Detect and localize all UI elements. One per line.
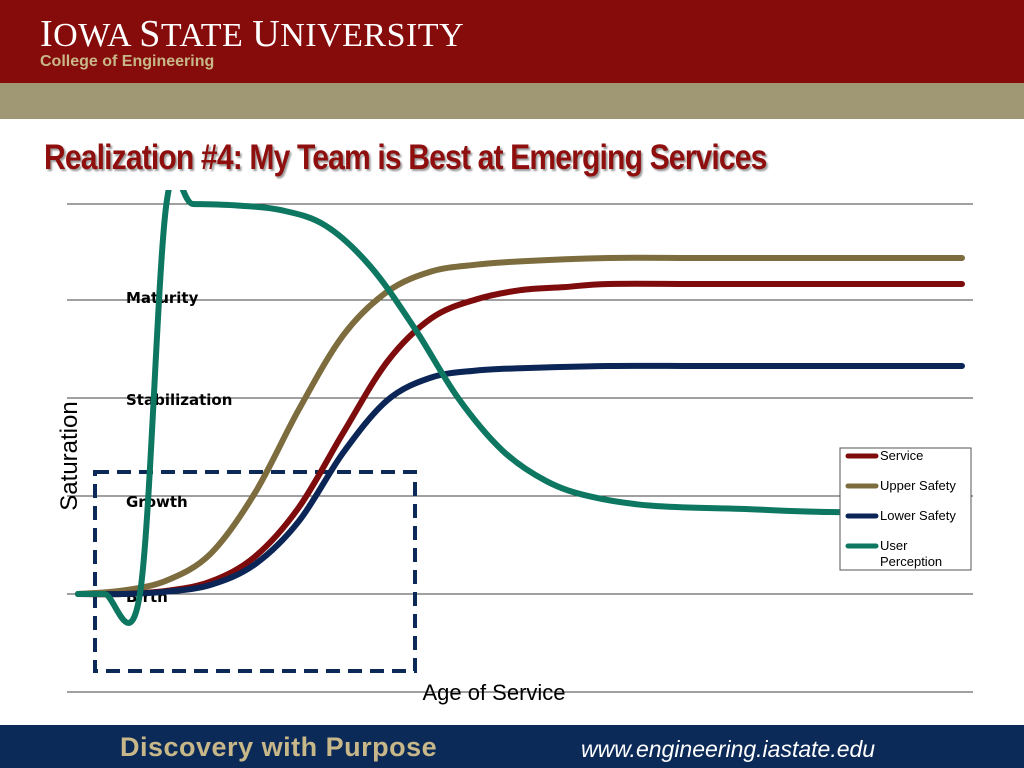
- footer-bar: [0, 725, 1024, 768]
- legend-label-service: Service: [880, 448, 923, 463]
- y-axis-label: Saturation: [56, 401, 83, 510]
- x-axis-label: Age of Service: [422, 680, 565, 705]
- slide-title: Realization #4: My Team is Best at Emerg…: [44, 138, 767, 177]
- footer-tagline: Discovery with Purpose: [120, 732, 438, 762]
- college-name: College of Engineering: [40, 53, 215, 70]
- header-stripe: [0, 83, 1024, 119]
- stage-label-growth: Growth: [126, 493, 188, 511]
- stage-label-maturity: Maturity: [126, 289, 199, 307]
- footer-website-link[interactable]: www.engineering.iastate.edu: [581, 736, 876, 762]
- legend-label-lower-safety: Lower Safety: [880, 508, 956, 523]
- legend-box: [839, 447, 972, 571]
- university-logo: IOWA STATE UNIVERSITY: [40, 13, 465, 55]
- series-line-lower-safety: [75, 362, 965, 598]
- header-bar: [0, 0, 1024, 83]
- legend-label-user-perception: User Perception: [880, 538, 942, 569]
- birth-growth-highlight-box: [93, 470, 417, 673]
- series-line-service: [75, 280, 965, 598]
- series-line-upper-safety: [75, 254, 965, 597]
- legend-label-upper-safety: Upper Safety: [880, 478, 956, 493]
- stage-label-stabilization: Stabilization: [126, 391, 232, 409]
- series-line-user-perception: [75, 190, 965, 626]
